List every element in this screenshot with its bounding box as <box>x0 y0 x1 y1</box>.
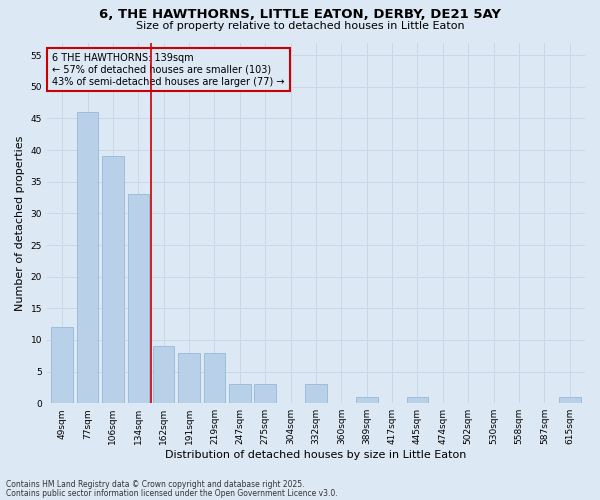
Bar <box>52 328 73 403</box>
Bar <box>229 384 251 403</box>
Text: 6 THE HAWTHORNS: 139sqm
← 57% of detached houses are smaller (103)
43% of semi-d: 6 THE HAWTHORNS: 139sqm ← 57% of detache… <box>52 54 285 86</box>
Text: Contains HM Land Registry data © Crown copyright and database right 2025.: Contains HM Land Registry data © Crown c… <box>6 480 305 489</box>
Bar <box>77 112 98 403</box>
Bar <box>128 194 149 403</box>
Y-axis label: Number of detached properties: Number of detached properties <box>15 135 25 310</box>
Bar <box>102 156 124 403</box>
Bar <box>254 384 276 403</box>
Text: Size of property relative to detached houses in Little Eaton: Size of property relative to detached ho… <box>136 21 464 31</box>
X-axis label: Distribution of detached houses by size in Little Eaton: Distribution of detached houses by size … <box>165 450 467 460</box>
Text: Contains public sector information licensed under the Open Government Licence v3: Contains public sector information licen… <box>6 488 338 498</box>
Bar <box>178 352 200 403</box>
Bar <box>407 397 428 403</box>
Text: 6, THE HAWTHORNS, LITTLE EATON, DERBY, DE21 5AY: 6, THE HAWTHORNS, LITTLE EATON, DERBY, D… <box>99 8 501 20</box>
Bar <box>153 346 175 403</box>
Bar <box>559 397 581 403</box>
Bar <box>305 384 327 403</box>
Bar <box>356 397 377 403</box>
Bar <box>203 352 225 403</box>
